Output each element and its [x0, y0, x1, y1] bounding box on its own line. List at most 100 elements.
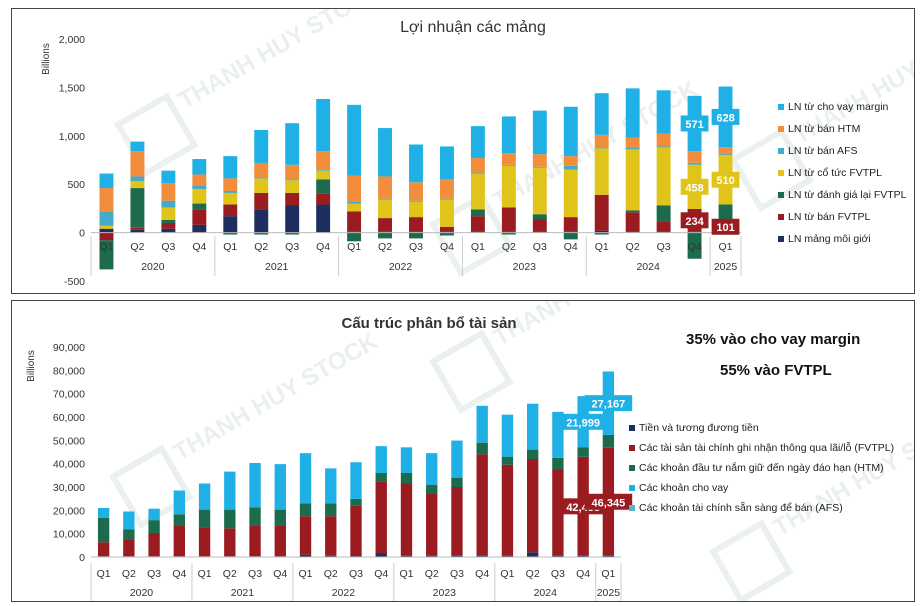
bar-segment	[173, 490, 186, 515]
bar-segment	[285, 180, 300, 193]
bar-segment	[476, 555, 488, 557]
bar-segment	[501, 456, 514, 465]
fvtpl-share-annotation: 55% vào FVTPL	[720, 362, 832, 379]
bar-segment	[526, 449, 539, 459]
bar-segment	[198, 509, 211, 528]
y-tick-label: 1,000	[59, 131, 85, 143]
bar-segment	[375, 446, 387, 473]
bar-segment	[451, 555, 463, 557]
bar-segment	[656, 133, 671, 147]
y-tick-label: 40,000	[53, 459, 85, 471]
bar-segment	[526, 552, 539, 557]
bar-segment	[563, 106, 578, 157]
bar-segment	[563, 232, 578, 240]
y-tick-label: 20,000	[53, 505, 85, 517]
bar-segment	[400, 447, 413, 473]
bar-segment	[347, 232, 362, 242]
x-tick-label: Q4	[374, 568, 388, 580]
year-label: 2022	[332, 587, 356, 599]
x-tick-label: Q2	[502, 241, 516, 253]
x-tick-label: Q2	[254, 241, 268, 253]
bar-segment	[687, 232, 702, 259]
legend-label: LN từ cổ tức FVTPL	[788, 167, 882, 179]
bar-segment	[274, 525, 286, 557]
x-tick-label: Q2	[122, 568, 136, 580]
bar-segment	[347, 201, 362, 204]
legend-swatch	[778, 148, 784, 154]
x-tick-label: Q4	[564, 241, 578, 253]
bar-segment	[656, 221, 671, 232]
legend-swatch	[778, 104, 784, 110]
bar-segment	[687, 162, 702, 165]
x-tick-label: Q2	[130, 241, 144, 253]
bar-segment	[285, 164, 300, 180]
bar-segment	[161, 228, 176, 233]
bar-segment	[426, 453, 438, 485]
bar-segment	[192, 185, 207, 190]
bar-segment	[594, 232, 609, 235]
bar-segment	[148, 508, 160, 521]
bar-segment	[223, 232, 238, 235]
bar-segment	[249, 507, 261, 526]
x-tick-label: Q4	[688, 241, 702, 253]
legend-swatch	[629, 425, 635, 431]
bar-segment	[192, 174, 207, 186]
bar-segment	[375, 553, 387, 557]
chart-title: Cấu trúc phân bổ tài sản	[341, 315, 516, 332]
x-tick-label: Q4	[475, 568, 489, 580]
bar-segment	[409, 217, 423, 232]
bar-segment	[299, 503, 312, 517]
bar-segment	[192, 203, 207, 210]
x-tick-label: Q4	[172, 568, 186, 580]
bar-segment	[325, 468, 337, 504]
bar-segment	[350, 462, 362, 499]
bar-segment	[375, 473, 387, 482]
bar-segment	[97, 508, 110, 518]
bar-segment	[409, 201, 423, 218]
bar-segment	[526, 403, 539, 450]
watermark-logo	[428, 192, 514, 278]
bar-segment	[409, 144, 423, 183]
legend-swatch	[778, 170, 784, 176]
bar-segment	[563, 217, 578, 232]
bar-segment	[378, 218, 393, 232]
bar-segment	[192, 159, 207, 175]
bar-segment	[476, 442, 488, 455]
bar-segment	[316, 193, 331, 205]
bar-segment	[594, 93, 609, 135]
data-label-box	[711, 108, 740, 125]
bar-segment	[426, 484, 438, 494]
bar-segment	[718, 147, 733, 155]
legend-label: LN từ bán FVTPL	[788, 211, 870, 223]
bar-segment	[99, 225, 114, 229]
bar-segment	[718, 204, 733, 222]
watermark-text: THANH HUY STOCK	[169, 327, 383, 466]
bar-segment	[470, 209, 485, 217]
x-tick-label: Q1	[719, 241, 733, 253]
year-label: 2022	[389, 261, 413, 273]
bar-segment	[625, 137, 640, 148]
data-label-box	[711, 171, 740, 188]
bar-segment	[161, 222, 176, 229]
x-tick-label: Q2	[324, 568, 338, 580]
x-tick-label: Q1	[97, 568, 111, 580]
bar-segment	[192, 209, 207, 225]
bar-segment	[501, 555, 514, 557]
y-tick-label: 80,000	[53, 365, 85, 377]
bar-segment	[254, 232, 269, 235]
legend-label: LN từ cho vay margin	[788, 101, 889, 113]
bar-segment	[347, 104, 362, 176]
bar-segment	[350, 505, 362, 557]
legend-label: Các khoản đầu tư nắm giữ đến ngày đáo hạ…	[639, 461, 884, 474]
bar-segment	[254, 209, 269, 233]
bar-segment	[594, 194, 609, 231]
bar-segment	[501, 464, 514, 556]
bar-segment	[563, 156, 578, 166]
bar-segment	[161, 200, 176, 208]
bar-segment	[254, 129, 269, 163]
x-tick-label: Q3	[248, 568, 262, 580]
bar-segment	[161, 170, 176, 184]
bar-segment	[378, 199, 393, 219]
bar-segment	[130, 181, 145, 189]
